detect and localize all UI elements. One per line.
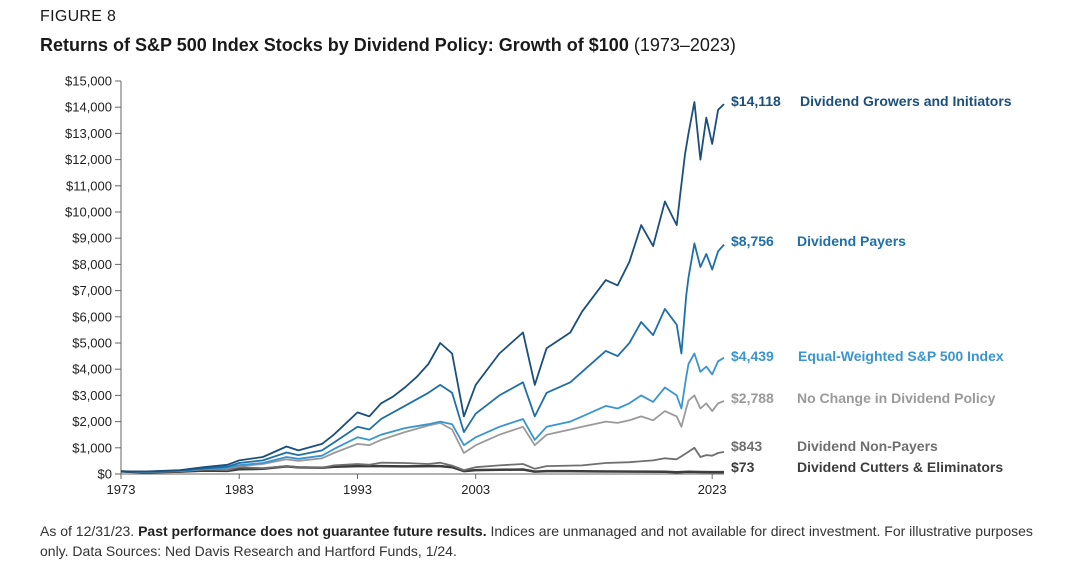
line-chart: $0 $1,000 $2,000 $3,000 $4,000 $5,000 $6,000 $7… (65, 74, 1012, 498)
y-tick-label: $1,000 (72, 440, 112, 455)
y-tick-label: $12,000 (65, 152, 112, 167)
series-line-3 (120, 394, 725, 473)
y-tick-label: $14,000 (65, 100, 112, 115)
y-tick-label: $11,000 (66, 178, 112, 193)
series-line-2 (120, 352, 725, 473)
y-tick-label: $7,000 (72, 283, 112, 298)
x-tick-label: 1983 (225, 482, 254, 497)
footnote-date: As of 12/31/23. (40, 523, 135, 539)
y-tick-label: $10,000 (65, 205, 112, 220)
series-line-4 (120, 446, 725, 474)
y-tick-label: $8,000 (72, 257, 112, 272)
y-tick-label: $4,000 (72, 362, 112, 377)
footnote-disclaimer: Past performance does not guarantee futu… (138, 523, 487, 539)
series-line-0 (120, 101, 725, 473)
y-tick-label: $13,000 (65, 126, 112, 141)
chart-title: Returns of S&P 500 Index Stocks by Divid… (40, 35, 736, 56)
series-end-name: No Change in Dividend Policy (797, 390, 996, 406)
y-tick-label: $15,000 (65, 74, 112, 89)
chart-title-main: Returns of S&P 500 Index Stocks by Divid… (40, 35, 629, 55)
series-end-labels: $14,118 Dividend Growers and Initiators $8… (731, 93, 1012, 475)
x-tick-label: 1993 (343, 482, 372, 497)
y-tick-label: $5,000 (72, 336, 112, 351)
x-tick-label: 2023 (698, 482, 727, 497)
series-lines (120, 101, 725, 474)
footnote: As of 12/31/23. Past performance does no… (40, 521, 1060, 561)
series-end-name: Dividend Non-Payers (797, 438, 938, 454)
y-tick-label: $3,000 (72, 388, 112, 403)
y-axis: $0 $1,000 $2,000 $3,000 $4,000 $5,000 $6,000 $7… (65, 74, 122, 482)
series-line-5 (120, 464, 724, 474)
x-tick-label: 2003 (461, 482, 490, 497)
series-line-1 (120, 242, 725, 473)
series-end-name: Equal-Weighted S&P 500 Index (798, 348, 1004, 364)
series-end-value: $14,118 (731, 93, 781, 109)
y-tick-label: $6,000 (72, 309, 112, 324)
chart-title-range: (1973–2023) (633, 35, 736, 55)
figure-label: FIGURE 8 (40, 8, 117, 25)
series-end-value: $8,756 (731, 233, 774, 249)
footnote-sources: Indices are unmanaged and not available … (40, 523, 1033, 559)
series-end-value: $843 (731, 438, 762, 454)
y-tick-label: $9,000 (72, 231, 112, 246)
x-tick-label: 1973 (107, 482, 136, 497)
series-end-name: Dividend Growers and Initiators (800, 93, 1012, 109)
series-end-value: $4,439 (731, 348, 774, 364)
series-end-name: Dividend Cutters & Eliminators (797, 459, 1003, 475)
x-axis: 1973 1983 1993 2003 2023 (107, 473, 727, 497)
y-tick-label: $0 (98, 467, 112, 482)
series-end-value: $2,788 (731, 390, 774, 406)
series-end-value: $73 (731, 459, 755, 475)
series-end-name: Dividend Payers (797, 233, 906, 249)
y-tick-label: $2,000 (72, 414, 112, 429)
